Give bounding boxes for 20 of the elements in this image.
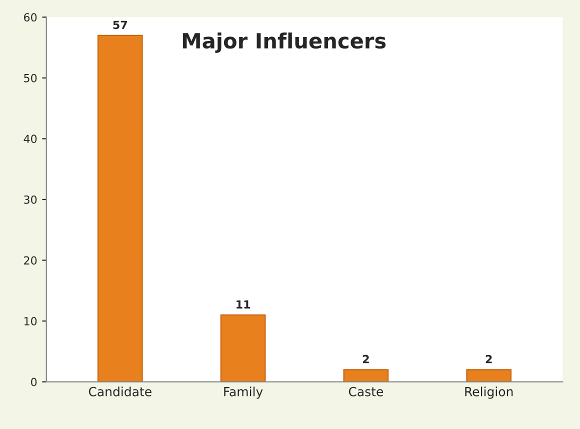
x-tick-label: Family bbox=[224, 386, 263, 399]
x-tick-label: Religion bbox=[465, 386, 513, 399]
bar bbox=[466, 369, 512, 382]
text: Major Influencers bbox=[183, 32, 386, 53]
bar bbox=[220, 314, 266, 382]
y-tick-label: 20 bbox=[24, 256, 37, 265]
y-tick-label: 50 bbox=[24, 74, 37, 82]
x-tick-label: Caste bbox=[348, 386, 384, 396]
data-label: 11 bbox=[236, 300, 250, 308]
bar bbox=[97, 34, 143, 382]
x-tick-label: Candidate bbox=[88, 386, 152, 396]
y-tick-label: 10 bbox=[24, 317, 37, 326]
y-tick-label: 40 bbox=[24, 134, 37, 144]
bar bbox=[343, 369, 389, 382]
data-label: 2 bbox=[486, 354, 492, 364]
data-label: 57 bbox=[113, 20, 127, 30]
y-tick-label: 0 bbox=[31, 378, 37, 386]
y-tick-label: 60 bbox=[24, 13, 37, 22]
data-label: 2 bbox=[362, 354, 369, 364]
y-tick-label: 30 bbox=[24, 195, 37, 204]
